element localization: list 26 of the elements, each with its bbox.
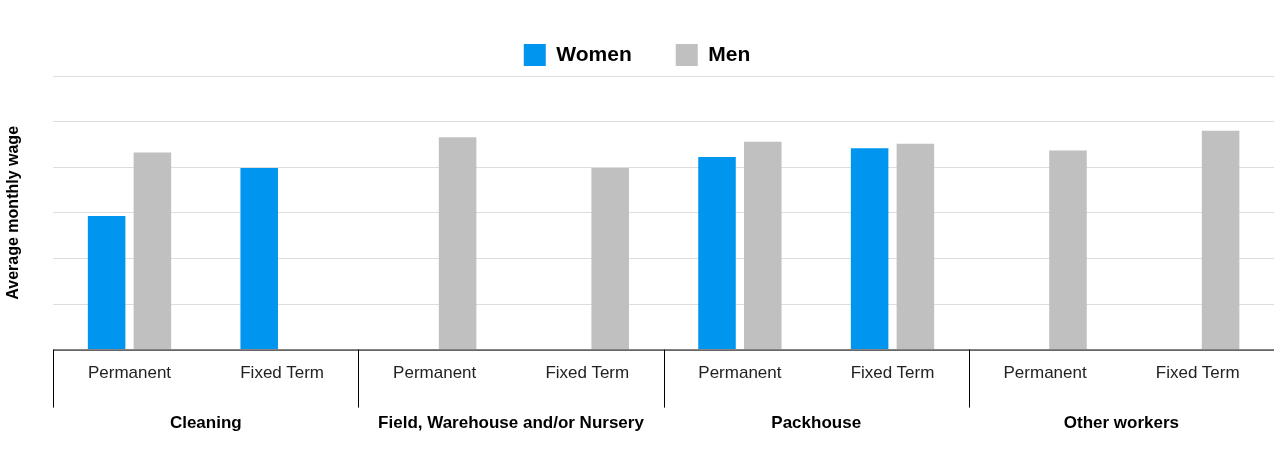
bar <box>438 137 477 350</box>
text: Cleaning <box>169 413 242 433</box>
text: Packhouse <box>771 413 862 433</box>
legend-label: Women <box>556 41 632 65</box>
x-tick-label: Fixed Term <box>545 363 630 383</box>
bar <box>896 143 935 350</box>
x-tick-label: Permanent <box>698 363 782 383</box>
bar <box>744 141 782 350</box>
x-tick-label: Fixed Term <box>850 363 935 383</box>
bar <box>1201 130 1240 350</box>
bar <box>87 216 126 350</box>
bar <box>1049 150 1087 350</box>
bar <box>850 148 889 350</box>
x-tick-label: Permanent <box>1003 363 1087 383</box>
text: Other workers <box>1063 413 1180 433</box>
y-axis-title: Average monthly wage <box>4 125 22 300</box>
x-tick-label: Fixed Term <box>1155 363 1240 383</box>
x-tick-label: Permanent <box>393 363 477 383</box>
bar <box>240 167 278 350</box>
x-tick-label: Permanent <box>87 363 172 383</box>
text: Field, Warehouse and/or Nursery <box>378 413 645 433</box>
bar <box>698 156 736 350</box>
bar <box>591 167 629 350</box>
x-tick-label: Fixed Term <box>240 363 324 383</box>
legend-label: Men <box>708 41 751 65</box>
bar <box>133 152 172 350</box>
